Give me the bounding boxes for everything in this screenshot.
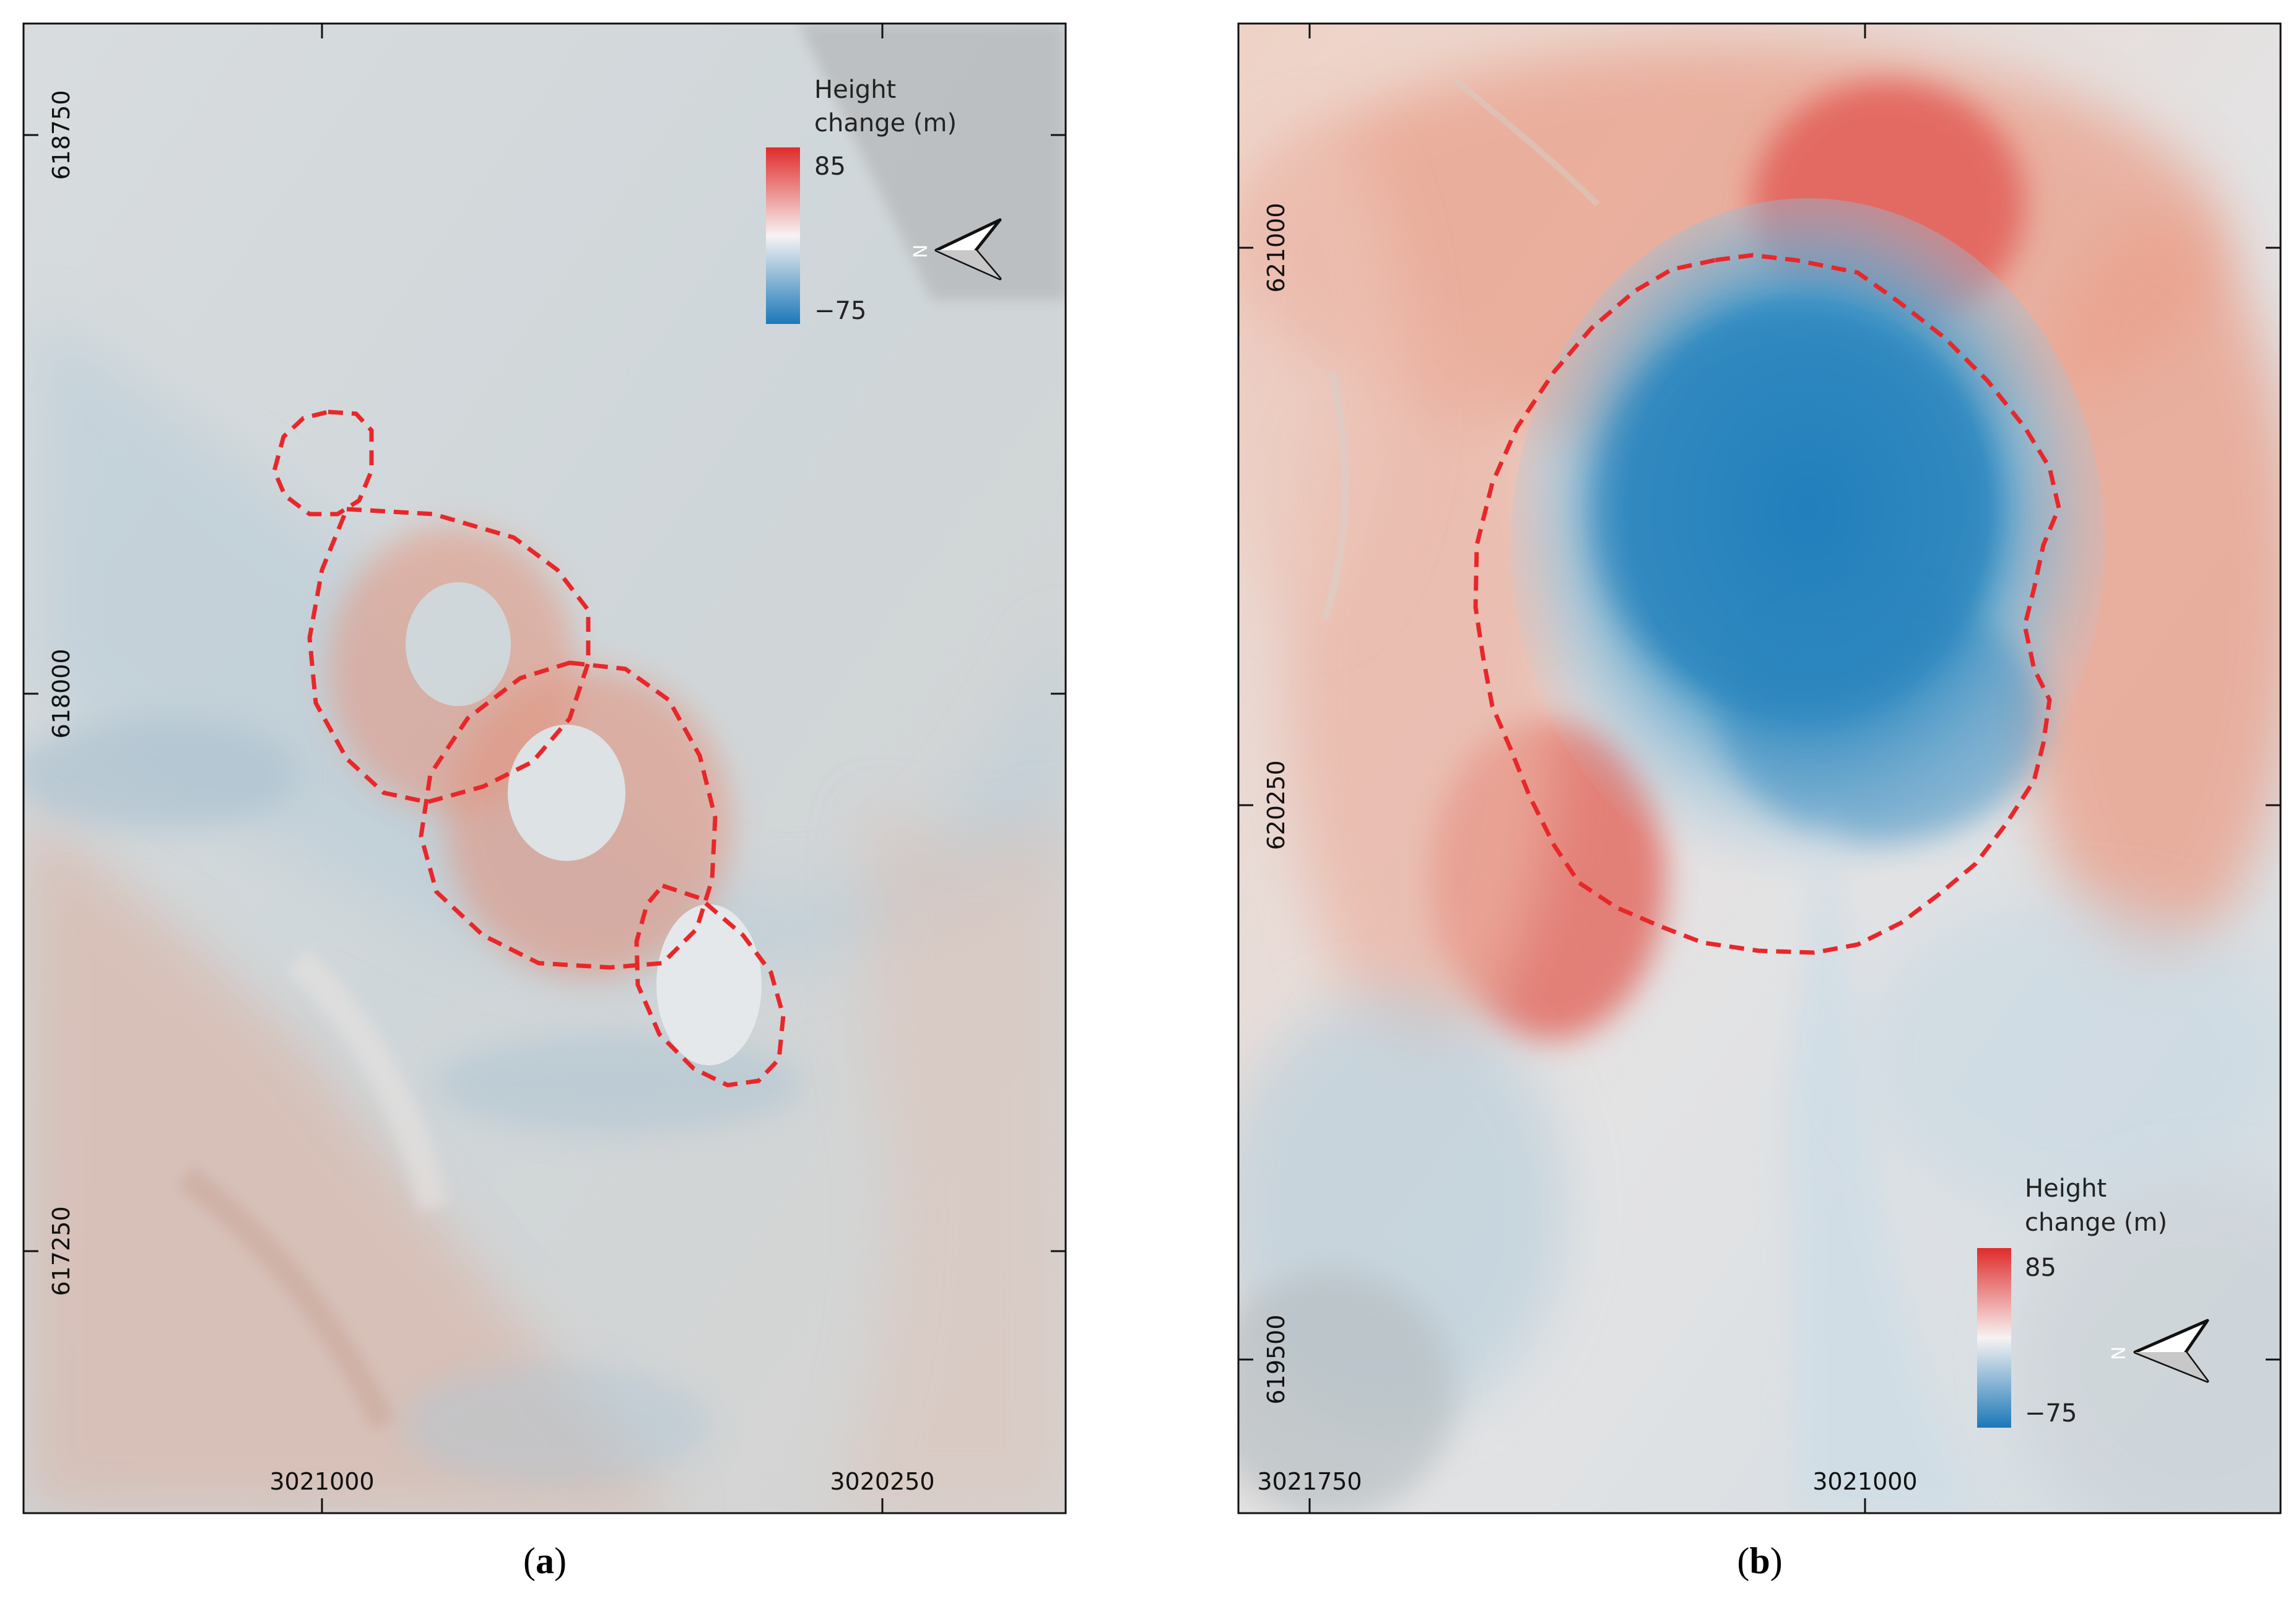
x-tick-b-1: 3021000 [1812,1468,1917,1495]
map-a-raster [24,24,1066,1513]
crater-outline-a3 [419,660,718,970]
legend-a-title-line1: Height [814,76,896,104]
legend-a-title-line2: change (m) [814,109,957,138]
ticks-a [24,24,1066,1513]
north-arrow-b: N [2108,1319,2209,1383]
panel-a: Height change (m) 85 −75 N [22,22,1067,1581]
y-tick-a-0: 618750 [48,90,75,180]
legend-a-min-label: −75 [814,297,866,325]
y-tick-b-2: 619500 [1263,1314,1290,1404]
ticks-b [1238,24,2281,1513]
x-tick-a-1: 3020250 [830,1468,934,1495]
map-b-frame [1237,22,2282,1514]
map-a-frame [22,22,1067,1514]
legend-b-max-label: 85 [2025,1254,2056,1282]
legend-b-title-line1: Height [2025,1174,2107,1203]
legend-a-max-label: 85 [814,152,846,181]
legend-b: Height change (m) 85 −75 [1977,1174,2167,1428]
crater-outline-b1 [1473,253,2061,955]
legend-a: Height change (m) 85 −75 [766,76,957,325]
x-tick-b-0: 3021750 [1257,1468,1362,1495]
crater-outline-a2 [307,507,591,805]
legend-a-colorbar [766,147,800,324]
x-tick-a-0: 3021000 [269,1468,374,1495]
north-arrow-a-label: N [910,245,932,258]
north-arrow-b-label: N [2108,1347,2130,1360]
outlines-b [1473,253,2061,955]
legend-b-min-label: −75 [2025,1399,2077,1428]
north-arrow-a: N [910,218,1002,281]
y-tick-a-2: 617250 [48,1206,75,1296]
caption-a: (a) [523,1540,567,1581]
outlines-a [272,409,786,1088]
caption-b: (b) [1737,1540,1782,1581]
legend-b-title-line2: change (m) [2025,1208,2167,1237]
y-tick-b-1: 620250 [1263,760,1290,850]
map-b-raster [1238,24,2281,1513]
y-tick-a-1: 618000 [48,648,75,738]
north-arrow-icon [2133,1319,2209,1383]
panel-b: Height change (m) 85 −75 N [1237,22,2282,1581]
y-tick-b-0: 621000 [1263,203,1290,292]
crater-outline-a4 [634,883,786,1088]
north-arrow-icon [934,218,1002,281]
legend-b-colorbar [1977,1248,2011,1428]
